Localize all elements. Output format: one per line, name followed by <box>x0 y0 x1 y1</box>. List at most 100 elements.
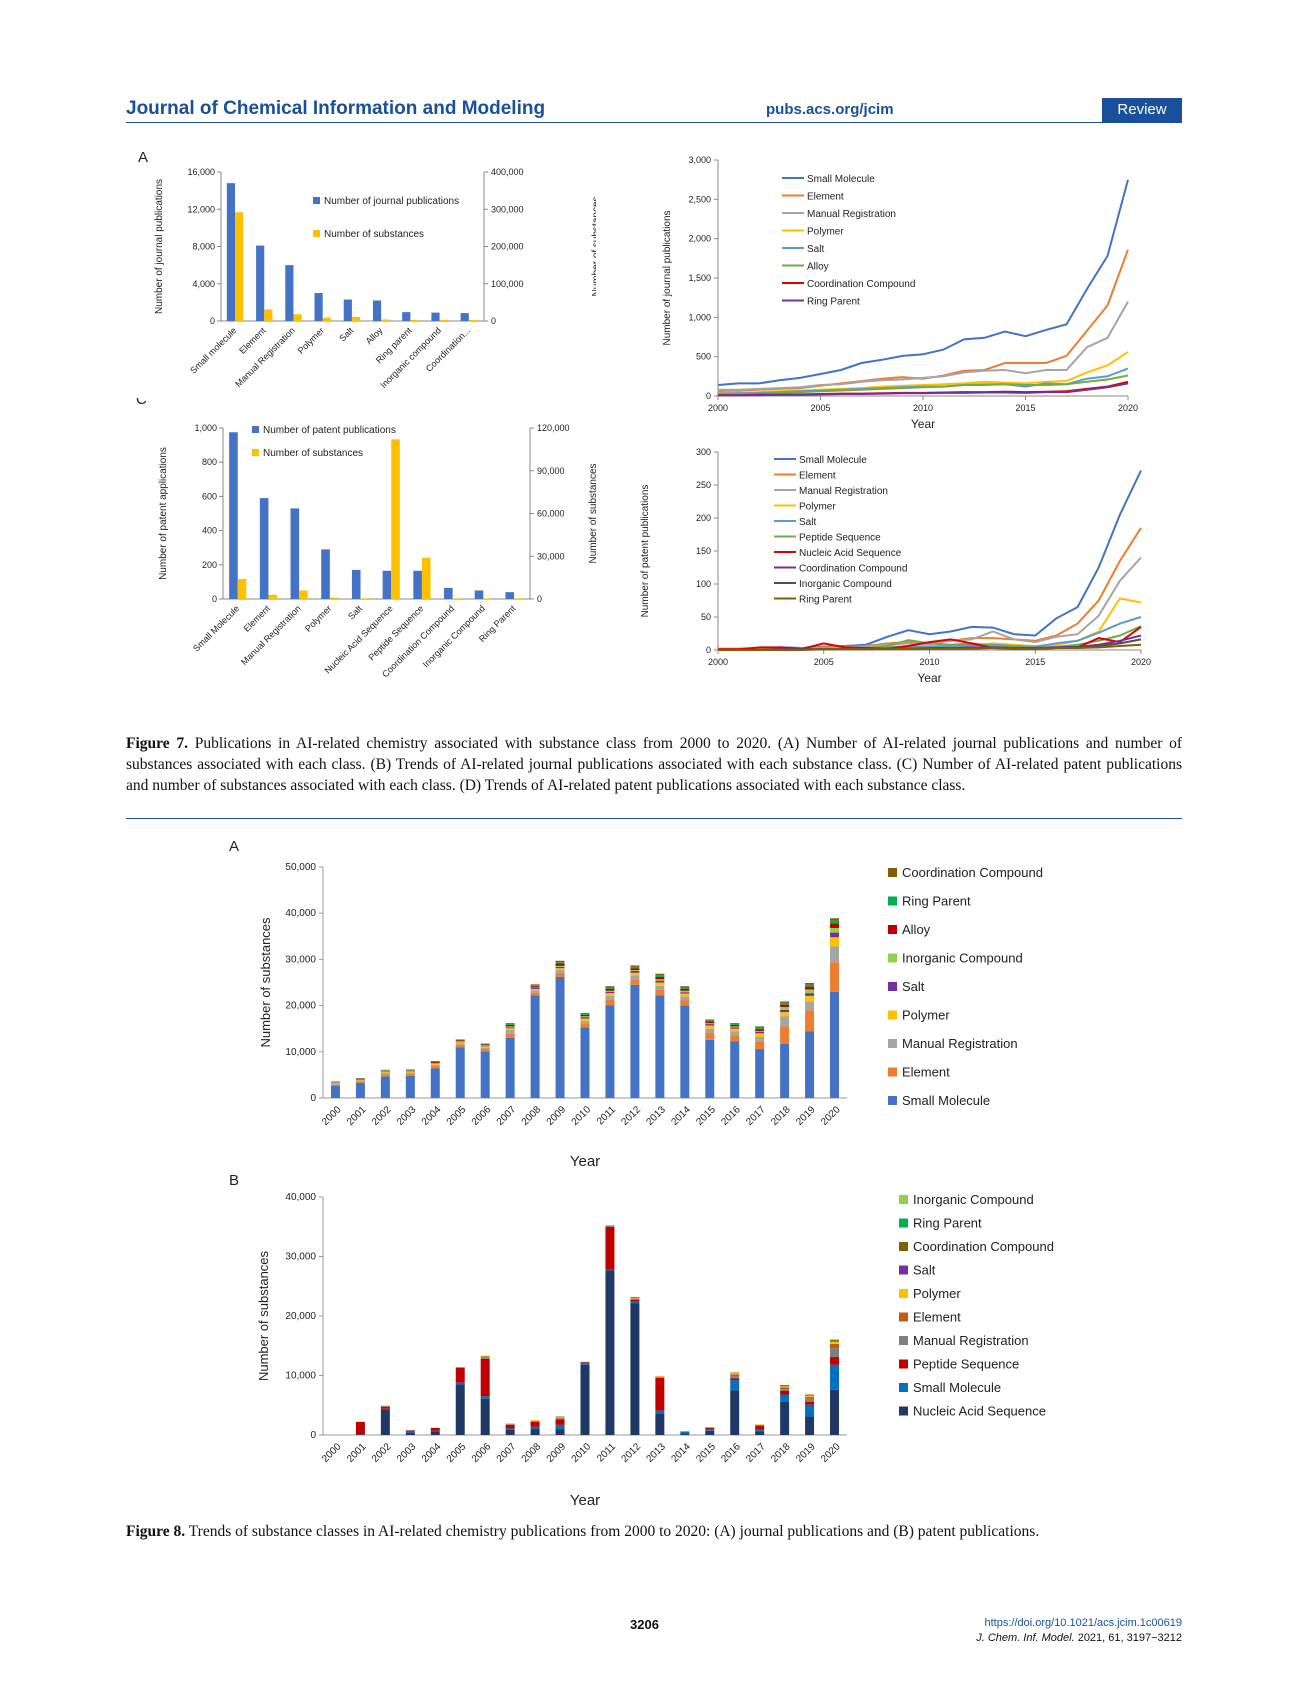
x-tick-label: 2013 <box>644 1441 668 1465</box>
y2-tick-label: 90,000 <box>537 466 565 476</box>
stack-segment <box>430 1068 440 1098</box>
stack-segment <box>555 976 565 1098</box>
legend-swatch <box>899 1195 908 1204</box>
y-tick-label: 20,000 <box>285 1311 316 1322</box>
stack-segment <box>380 1408 390 1410</box>
bar-substances <box>360 598 370 599</box>
bar-substances <box>452 598 462 599</box>
x-tick-label: 2000 <box>320 1104 344 1128</box>
legend-swatch <box>252 449 259 456</box>
stack-segment <box>480 1044 490 1046</box>
stack-segment <box>380 1072 390 1074</box>
stack-segment <box>655 980 665 983</box>
x-tick-label: 2016 <box>719 1104 743 1128</box>
doi-link[interactable]: https://doi.org/10.1021/acs.jcim.1c00619 <box>984 1617 1182 1629</box>
legend-swatch <box>899 1406 908 1416</box>
y2-tick-label: 200,000 <box>491 242 524 252</box>
stack-segment <box>605 990 615 992</box>
x-tick-label: 2008 <box>520 1441 544 1465</box>
stack-segment <box>705 1427 715 1430</box>
stack-segment <box>680 988 690 991</box>
stack-segment <box>330 1085 340 1098</box>
journal-title[interactable]: Journal of Chemical Information and Mode… <box>126 98 546 119</box>
stack-segment <box>530 988 540 989</box>
stack-segment <box>605 993 615 996</box>
citation-details: 2021, 61, 3197−3212 <box>1074 1632 1182 1644</box>
stack-segment <box>805 995 815 1002</box>
stack-segment <box>505 1028 515 1031</box>
legend-swatch <box>252 426 259 433</box>
legend-label: Nucleic Acid Sequence <box>799 548 902 559</box>
y-tick-label: 8,000 <box>192 242 215 252</box>
bar-substances <box>439 319 448 321</box>
stack-segment <box>530 1420 540 1422</box>
category-label: Polymer <box>296 325 326 355</box>
stack-segment <box>505 1424 515 1425</box>
stack-segment <box>655 1376 665 1378</box>
bar-publications <box>226 183 236 321</box>
stack-segment <box>630 975 640 980</box>
y-tick-label: 0 <box>210 316 215 326</box>
stack-segment <box>680 1005 690 1098</box>
legend-label: Polymer <box>807 227 844 238</box>
stack-segment <box>355 1434 365 1435</box>
stack-segment <box>780 1043 790 1098</box>
x-tick-label: 2007 <box>495 1104 519 1128</box>
y-tick-label: 400 <box>202 526 217 536</box>
stack-segment <box>630 965 640 967</box>
journal-url[interactable]: pubs.acs.org/jcim <box>766 101 894 118</box>
stack-segment <box>605 988 615 991</box>
stack-segment <box>780 1002 790 1005</box>
stack-segment <box>555 962 565 964</box>
y-tick-label: 10,000 <box>285 1371 316 1382</box>
stack-segment <box>505 1033 515 1038</box>
stack-segment <box>730 1027 740 1029</box>
bar-publications <box>460 313 469 321</box>
stack-segment <box>380 1074 390 1077</box>
legend-swatch <box>888 1010 897 1020</box>
y-axis-label: Number of patent publications <box>640 485 651 618</box>
stack-segment <box>705 1021 715 1024</box>
legend-swatch <box>888 953 897 963</box>
legend-swatch <box>899 1336 908 1345</box>
stack-segment <box>730 1031 740 1036</box>
stack-segment <box>580 1016 590 1018</box>
x-tick-label: 2015 <box>694 1104 718 1128</box>
stack-segment <box>330 1083 340 1085</box>
x-tick-label: 2002 <box>370 1104 394 1128</box>
y-tick-label: 4,000 <box>192 279 215 289</box>
fig7-panel-c: C 0 200 400 600 800 1,000 0 30,000 60,000 90,000 12… <box>136 398 599 679</box>
bar-substances <box>322 317 331 321</box>
stack-segment <box>805 1031 815 1098</box>
bar-publications <box>505 592 515 599</box>
bar-publications <box>382 570 392 599</box>
stack-segment <box>830 1389 840 1435</box>
legend-label: Coordination Compound <box>807 279 915 290</box>
stack-segment <box>730 1028 740 1032</box>
stack-segment <box>605 1269 615 1271</box>
stack-segment <box>830 1340 840 1341</box>
stack-segment <box>530 990 540 993</box>
legend-label: Small Molecule <box>807 174 875 185</box>
stack-segment <box>705 1430 715 1435</box>
stack-segment <box>730 1374 740 1377</box>
stack-segment <box>780 1012 790 1017</box>
bar-substances <box>293 314 302 321</box>
series-line <box>717 179 1129 386</box>
stack-segment <box>805 1001 815 1011</box>
legend-label: Salt <box>902 979 925 994</box>
category-label: Salt <box>346 603 364 621</box>
legend-label: Salt <box>913 1263 936 1278</box>
bar-substances <box>264 309 273 321</box>
stack-segment <box>455 1367 465 1368</box>
bar-publications <box>343 299 352 321</box>
stack-segment <box>755 1031 765 1034</box>
stack-segment <box>780 1385 790 1386</box>
stack-segment <box>730 1373 740 1375</box>
citation-journal: J. Chem. Inf. Model. <box>976 1632 1075 1644</box>
stack-segment <box>330 1084 340 1086</box>
stack-segment <box>555 1416 565 1418</box>
stack-segment <box>555 1429 565 1435</box>
stack-segment <box>655 1377 665 1411</box>
series-line <box>718 556 1142 651</box>
